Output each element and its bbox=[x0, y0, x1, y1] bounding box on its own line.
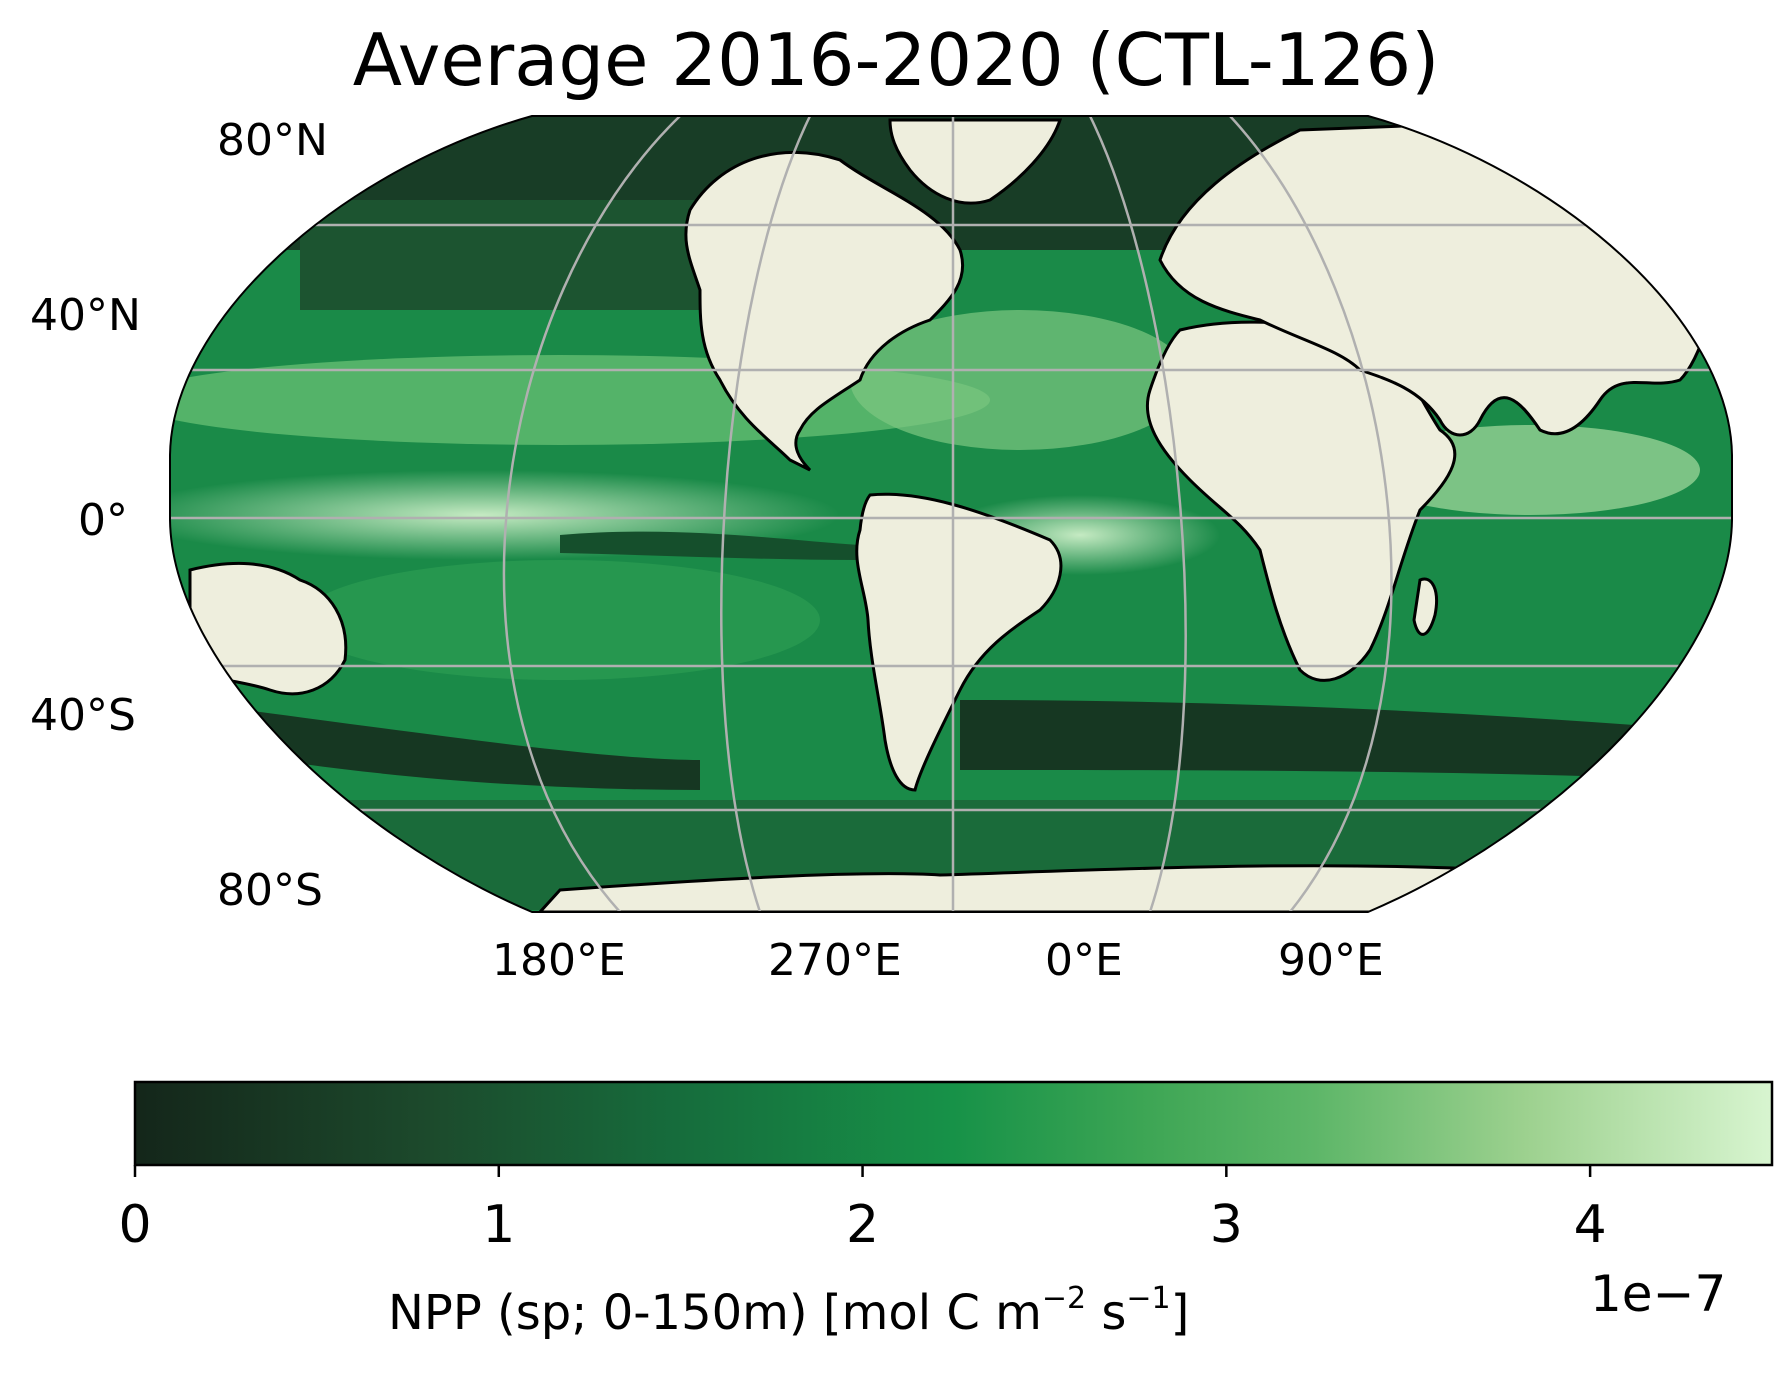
map-body bbox=[170, 116, 1732, 912]
lon-label-270e: 270°E bbox=[768, 935, 902, 986]
gridline-lon-e2 bbox=[1229, 116, 1393, 912]
colorbar-tick-label: 1 bbox=[482, 1195, 516, 1255]
land-greenland bbox=[888, 118, 1063, 205]
land-madagascar bbox=[1412, 577, 1438, 636]
graticule bbox=[170, 116, 1732, 912]
colorbar-label-exp1: −2 bbox=[1041, 1281, 1087, 1316]
gridline-lon-w2 bbox=[502, 116, 681, 912]
map-title: Average 2016-2020 (CTL-126) bbox=[352, 18, 1440, 102]
colorbar-label-main: NPP (sp; 0-150m) [mol C m bbox=[388, 1285, 1042, 1341]
ocean-bright-band-atlantic bbox=[850, 310, 1190, 450]
colorbar-offset-text: 1e−7 bbox=[1590, 1265, 1727, 1323]
colorbar-ticks bbox=[133, 1165, 1592, 1177]
colorbar-label-mid: s bbox=[1086, 1285, 1127, 1341]
lat-label-40s: 40°S bbox=[30, 690, 136, 741]
ocean-equator-dark-streak bbox=[560, 531, 860, 560]
colorbar-tick-label: 4 bbox=[1573, 1195, 1607, 1255]
ocean-north-pacific bbox=[300, 200, 720, 310]
colorbar-label-end: ] bbox=[1170, 1285, 1190, 1341]
land-australia bbox=[188, 562, 348, 696]
gridline-lon-w1 bbox=[720, 116, 812, 912]
colorbar bbox=[133, 1080, 1774, 1167]
ocean-southern-dark-band bbox=[170, 700, 700, 790]
colorbar-tick-label: 2 bbox=[846, 1195, 880, 1255]
lat-label-0: 0° bbox=[78, 495, 128, 546]
lon-label-0e: 0°E bbox=[1045, 935, 1123, 986]
lat-label-80s: 80°S bbox=[217, 865, 323, 916]
land-south-america bbox=[855, 492, 1063, 792]
land-antarctica bbox=[536, 864, 1523, 912]
lat-label-80n: 80°N bbox=[217, 115, 328, 166]
lon-label-90e: 90°E bbox=[1278, 935, 1384, 986]
colorbar-tick-label: 3 bbox=[1209, 1195, 1243, 1255]
colorbar-label: NPP (sp; 0-150m) [mol C m−2 s−1] bbox=[388, 1281, 1190, 1341]
land-north-america bbox=[684, 150, 965, 472]
ocean-southern-dark-band-east bbox=[960, 700, 1700, 780]
lat-label-40n: 40°N bbox=[30, 290, 141, 341]
gridline-lon-e1 bbox=[1088, 116, 1187, 912]
colorbar-tick-label: 0 bbox=[118, 1195, 152, 1255]
lon-label-180e: 180°E bbox=[492, 935, 626, 986]
ocean-south-pacific-light bbox=[300, 560, 820, 680]
colorbar-label-exp2: −1 bbox=[1126, 1281, 1171, 1316]
